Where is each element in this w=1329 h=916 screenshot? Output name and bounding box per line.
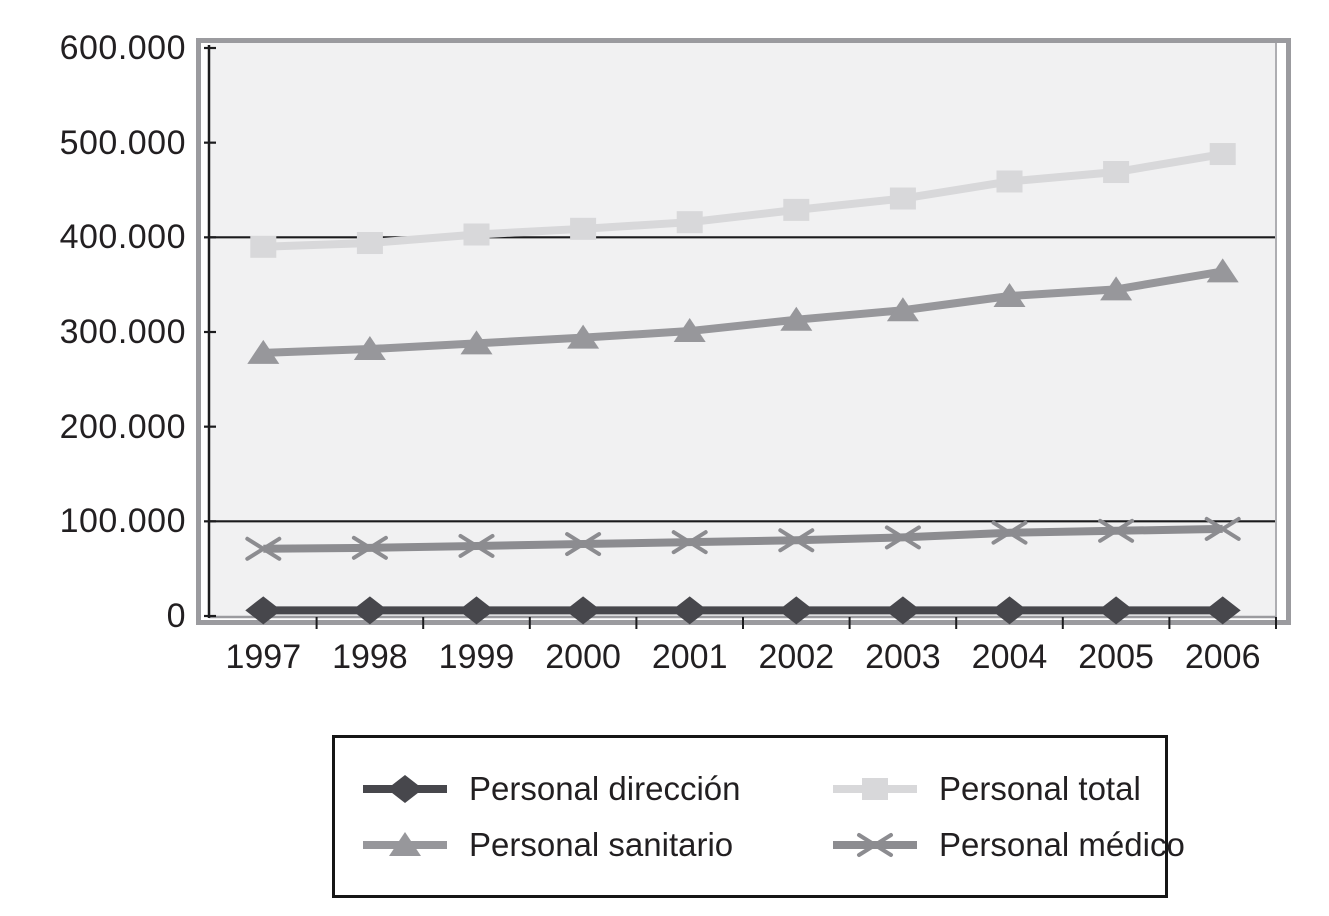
x-marker-icon — [991, 520, 1028, 545]
series-line-triangle — [263, 267, 1224, 357]
triangle-marker-icon — [460, 330, 493, 355]
square-marker-icon — [676, 211, 703, 234]
diamond-marker-icon — [351, 596, 388, 625]
legend-item-label: Personal dirección — [469, 769, 741, 807]
triangle-marker-icon — [567, 324, 600, 349]
series-line-x — [263, 524, 1223, 553]
x-marker-icon — [884, 525, 921, 550]
triangle-marker-icon — [1206, 258, 1239, 283]
square-marker-icon — [996, 170, 1023, 193]
triangle-marker-icon — [886, 297, 919, 322]
x-axis-label: 2003 — [865, 638, 941, 676]
square-marker-icon — [250, 235, 277, 258]
x-marker-icon — [351, 535, 388, 560]
square-marker-icon — [570, 217, 597, 240]
x-axis-label: 1998 — [332, 638, 408, 676]
square-marker-icon — [1103, 161, 1130, 184]
x-marker-icon — [245, 536, 282, 561]
square-marker-icon — [463, 223, 490, 246]
triangle-marker-icon — [247, 339, 280, 364]
legend-square-icon — [833, 777, 917, 800]
y-axis-label: 100.000 — [59, 502, 186, 541]
diamond-marker-icon — [458, 596, 495, 625]
y-axis-label: 0 — [166, 597, 186, 635]
x-axis-label: 1999 — [438, 638, 515, 676]
legend-x-icon — [833, 832, 917, 857]
x-marker-icon — [1204, 516, 1241, 541]
y-axis-label: 600.000 — [59, 29, 186, 67]
square-marker-icon — [356, 232, 383, 255]
y-axis-label: 200.000 — [59, 407, 186, 446]
legend-item: Personal médico — [833, 825, 1185, 865]
square-marker-icon — [1209, 143, 1236, 166]
x-axis-label: 2001 — [651, 638, 728, 676]
legend-item: Personal sanitario — [363, 825, 833, 865]
diamond-marker-icon — [387, 774, 423, 803]
triangle-marker-icon — [389, 831, 421, 856]
legend-diamond-icon — [363, 774, 447, 803]
series-line-square — [263, 150, 1224, 251]
legend: Personal dirección Personal total Personal… — [332, 735, 1185, 898]
x-marker-icon — [458, 533, 495, 558]
x-axis-label: 2005 — [1078, 638, 1154, 676]
legend-item: Personal total — [833, 769, 1185, 809]
legend-triangle-icon — [363, 831, 447, 856]
square-marker-icon — [783, 198, 810, 221]
x-marker-icon — [1098, 518, 1135, 543]
diamond-marker-icon — [1204, 596, 1241, 625]
x-marker-icon — [565, 532, 602, 557]
diamond-marker-icon — [991, 596, 1028, 625]
x-axis-label: 2006 — [1184, 638, 1261, 676]
x-axis-label: 1997 — [225, 638, 302, 676]
legend-item-label: Personal total — [939, 769, 1141, 807]
y-axis: 600.000 500.000 400.000 300.000 200.000 100.0… — [0, 29, 186, 635]
diamond-marker-icon — [884, 596, 921, 625]
plot-frame — [196, 38, 1291, 629]
diamond-marker-icon — [565, 596, 602, 625]
legend-item-label: Personal médico — [939, 825, 1185, 863]
x-marker-icon — [857, 832, 893, 857]
triangle-marker-icon — [993, 283, 1026, 308]
x-axis-label: 2000 — [545, 638, 621, 676]
triangle-marker-icon — [1100, 276, 1133, 301]
legend-item: Personal dirección — [363, 769, 833, 809]
diamond-marker-icon — [245, 596, 282, 625]
square-marker-icon — [889, 187, 916, 210]
diamond-marker-icon — [1098, 596, 1135, 625]
triangle-marker-icon — [353, 336, 386, 361]
square-marker-icon — [862, 777, 888, 800]
x-marker-icon — [671, 530, 708, 555]
chart-canvas — [204, 43, 1277, 629]
x-axis-label: 2004 — [971, 638, 1048, 676]
diamond-marker-icon — [671, 596, 708, 625]
legend-item-label: Personal sanitario — [469, 825, 734, 863]
diamond-marker-icon — [778, 596, 815, 625]
x-marker-icon — [778, 528, 815, 553]
x-axis: 1997 1998 1999 2000 2001 2002 2003 2004 2005 2006 — [0, 636, 1329, 682]
triangle-marker-icon — [780, 306, 813, 331]
y-axis-label: 300.000 — [59, 313, 186, 351]
y-axis-label: 500.000 — [59, 123, 186, 162]
triangle-marker-icon — [673, 318, 706, 343]
y-axis-label: 400.000 — [59, 218, 186, 257]
x-axis-label: 2002 — [758, 638, 835, 676]
